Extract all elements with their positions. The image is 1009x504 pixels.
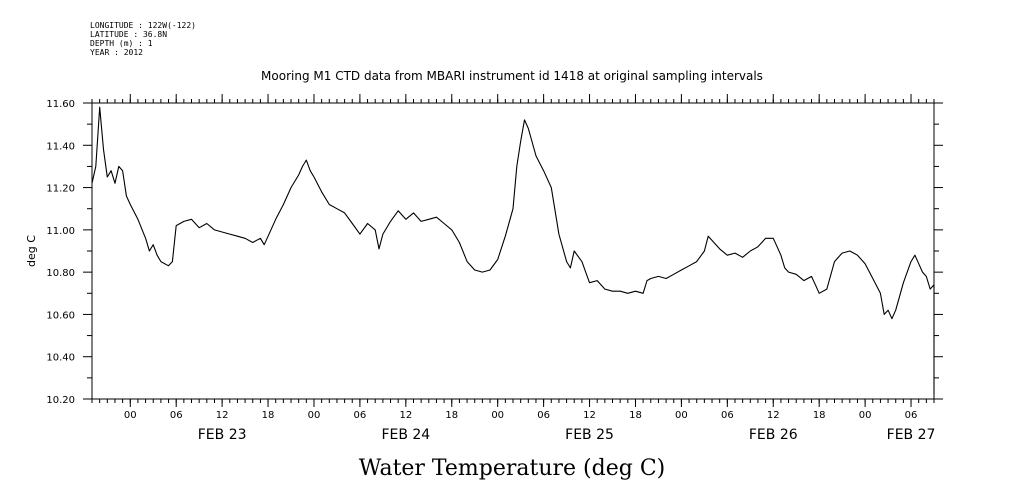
x-tick-label: 06	[905, 410, 918, 421]
x-tick-label: 12	[767, 410, 780, 421]
x-date-label: FEB 25	[565, 427, 614, 443]
y-tick-label: 11.00	[46, 226, 75, 237]
depth-text: DEPTH (m) : 1	[90, 39, 153, 48]
series-group	[91, 106, 935, 396]
x-date-label: FEB 23	[198, 427, 247, 443]
year-text: YEAR : 2012	[90, 48, 143, 57]
axis-ticks	[83, 94, 943, 407]
x-tick-label: 12	[583, 410, 596, 421]
y-tick-label: 10.20	[46, 395, 75, 406]
x-tick-label: 18	[629, 410, 642, 421]
temperature-series-line	[91, 106, 935, 396]
axis-labels: 00 06 12 18 00 06 12 18 00 06 12 18 00 06 12 18 00 06 FEB …	[46, 99, 935, 443]
plot-frame	[91, 102, 935, 400]
x-tick-label: 00	[124, 410, 137, 421]
y-tick-label: 10.40	[46, 353, 75, 364]
x-tick-label: 18	[445, 410, 458, 421]
x-tick-label: 12	[216, 410, 229, 421]
x-date-label: FEB 27	[887, 427, 936, 443]
metadata-block: LONGITUDE : 122W(-122) LATITUDE : 36.8N …	[90, 21, 196, 57]
x-tick-label: 00	[308, 410, 321, 421]
x-axis-label: Water Temperature (deg C)	[359, 456, 666, 481]
y-tick-label: 11.40	[46, 141, 75, 152]
x-tick-label: 06	[537, 410, 550, 421]
y-tick-label: 11.20	[46, 184, 75, 195]
x-tick-label: 06	[721, 410, 734, 421]
x-date-label: FEB 26	[749, 427, 798, 443]
y-tick-label: 11.60	[46, 99, 75, 110]
y-tick-label: 10.60	[46, 310, 75, 321]
x-tick-label: 00	[491, 410, 504, 421]
longitude-text: LONGITUDE : 122W(-122)	[90, 21, 196, 30]
x-tick-label: 18	[262, 410, 275, 421]
latitude-text: LATITUDE : 36.8N	[90, 30, 168, 39]
x-tick-label: 00	[859, 410, 872, 421]
x-tick-label: 06	[354, 410, 367, 421]
y-axis-label: deg C	[25, 235, 38, 267]
x-tick-label: 00	[675, 410, 688, 421]
x-tick-label: 18	[813, 410, 826, 421]
x-tick-label: 06	[170, 410, 183, 421]
x-tick-label: 12	[399, 410, 412, 421]
y-tick-label: 10.80	[46, 268, 75, 279]
x-date-label: FEB 24	[381, 427, 430, 443]
chart-title: Mooring M1 CTD data from MBARI instrumen…	[261, 69, 763, 83]
